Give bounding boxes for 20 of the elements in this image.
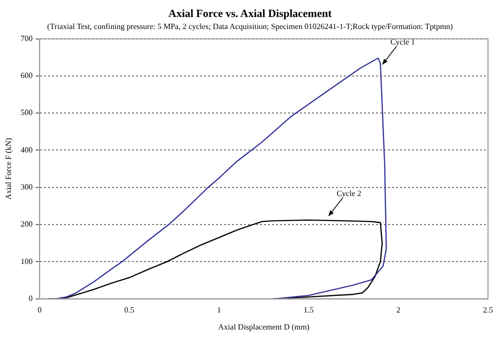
annotation: Cycle 2 (336, 189, 362, 198)
x-axis-title: Axial Displacement D (mm) (218, 322, 310, 332)
y-tick-label: 700 (20, 34, 33, 43)
x-tick-label: 1 (216, 306, 221, 315)
x-tick-label: 2.5 (483, 306, 493, 315)
x-tick-label: 0 (38, 306, 42, 315)
x-tick-label: 2 (396, 306, 400, 315)
y-tick-label: 500 (20, 108, 33, 118)
y-tick-label: 600 (20, 71, 33, 80)
x-tick-label: 1.5 (304, 306, 314, 315)
y-tick-label: 400 (20, 145, 33, 154)
y-tick-label: 300 (20, 182, 33, 192)
y-tick-label: 100 (20, 256, 33, 266)
chart-subtitle: (Triaxial Test, confining pressure: 5 MPa, 2 cycles; Data Acquisition; Specimen 01026241-1-T;Rock type/Formation: Tptpmn) (46, 22, 454, 31)
y-tick-label: 0 (28, 294, 33, 303)
annotation: Cycle 1 (390, 38, 416, 47)
chart-title: Axial Force vs. Axial Displacement (167, 8, 333, 20)
x-tick-label: 0.5 (124, 306, 134, 315)
y-axis-title: Axial Force F (kN) (4, 138, 13, 200)
y-tick-label: 200 (20, 220, 33, 229)
